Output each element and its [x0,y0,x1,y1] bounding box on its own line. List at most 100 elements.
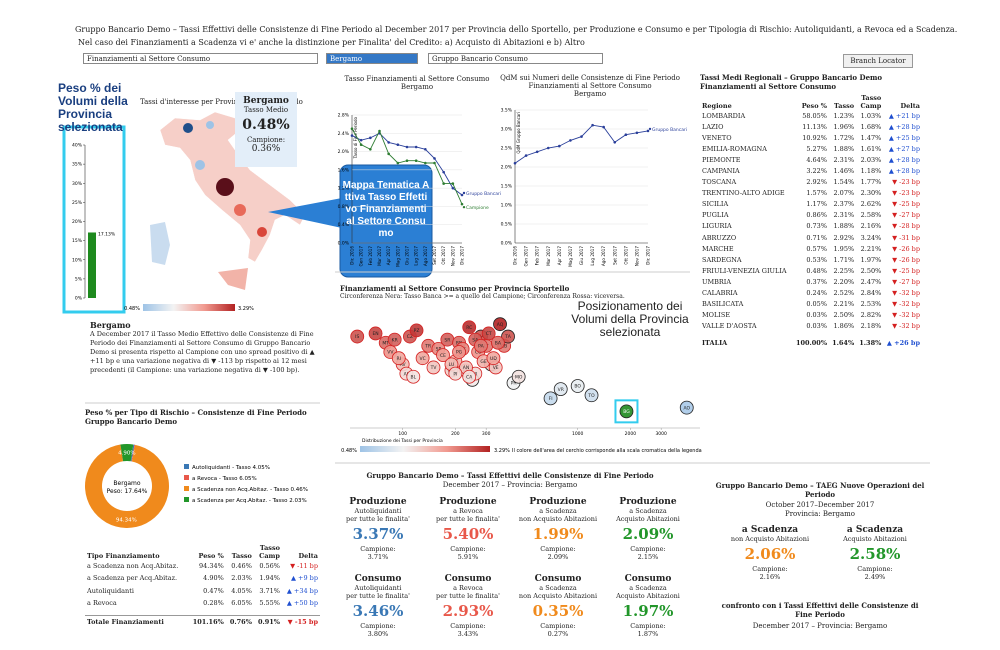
x-tick-label: Nov 2017 [634,246,639,266]
kpi-title: Gruppo Bancario Demo – Tassi Effettivi d… [366,471,654,480]
point [451,186,455,190]
taeg-title: Gruppo Bancario Demo – TAEG Nuove Operaz… [715,481,925,499]
chart-title: Tasso Finanziamenti al Settore Consumo [344,75,490,83]
kpi-line: Autoliquidanti [354,507,402,515]
point [613,141,617,144]
bubble [462,320,477,335]
table-cell: a Scadenza per Acq.Abitaz. [87,574,178,583]
map-region [183,123,193,133]
slice [130,444,135,462]
bubble-label: VE [493,365,499,371]
y-tick-label: 5% [75,276,83,282]
bubble-label: AL [404,371,410,377]
table-cell: 11.13% [802,122,827,131]
table-cell: ▼ -11 bp [290,561,318,570]
table-cell: 1.23% [833,111,855,120]
kpi-line: per tutte le finalita' [346,592,410,600]
bubble [493,317,507,332]
kpi-card: Produzione a Scadenza non Acquisto Abitazi… [512,497,604,561]
table-cell: ▲ +50 bp [286,599,318,608]
table-cell: 1.17% [806,200,827,209]
table-cell: 1.54% [833,178,855,187]
info-value: 0.48% [242,117,290,133]
point [396,143,400,147]
map-region [206,121,214,129]
map-shape [218,268,248,290]
select[interactable]: Gruppo Bancario Consumo [428,53,603,64]
bubble-label: UD [490,356,497,362]
bubble-label: CZ [407,334,413,340]
table-cell: 2.92% [806,178,827,187]
bubble-label: PA [478,344,484,350]
bubble [553,382,568,396]
map-region [195,160,205,170]
y-tick-label: 0.5% [501,222,513,228]
y-tick-label: 35% [72,162,83,168]
map-region [257,227,267,237]
point [460,193,464,197]
table-cell: 0.73% [806,222,827,231]
bubble-label: BA [495,340,502,346]
table-cell: 0.05% [806,300,827,309]
taeg-period: October 2017–December 2017 [765,501,875,509]
kpi-line: per tutte le finalita' [346,515,410,523]
table-cell: 0.86% [806,211,827,220]
point [635,131,639,135]
table: Tipo Finanziamento Peso % Tasso Tasso Camp D… [85,543,320,628]
point [442,182,445,185]
table-cell: 1.96% [833,122,855,131]
table-row: Autoliquidanti 0.47% 4.05% 3.71% ▲ +34 bp [85,585,320,598]
table-row: TRENTINO-ALTO ADIGE 1.57% 2.07% 2.30% ▼ -23 … [700,188,922,199]
table-cell: 2.62% [860,200,882,209]
table-cell: 10.92% [802,133,827,142]
legend-note: Il colore dell'area del cerchio corrispo… [512,448,702,454]
table-cell: 2.31% [833,211,855,220]
table-cell: 2.18% [860,322,882,331]
table-row: FRIULI-VENEZIA GIULIA 0.48% 2.25% 2.50% ▼ -2… [700,265,922,276]
table-subtitle: Finanziamenti al Settore Consumo [700,82,837,91]
x-tick-label: Ott 2017 [623,246,628,265]
point [433,157,436,160]
table-cell: 2.58% [860,211,882,220]
table-cell: ▼ -26 bp [892,255,920,264]
description-text: A December 2017 il Tasso Medio Effettivo… [90,330,315,374]
select[interactable]: Finanziamenti al Settore Consumo [83,53,318,64]
table-cell: ▼ -32 bp [892,289,920,298]
point [646,129,650,133]
bubble-label: CO [475,350,482,356]
table-row: MOLISE 0.03% 2.50% 2.82% ▼ -32 bp [700,310,922,321]
color-legend [143,304,235,311]
kpi-camp-value: 3.43% [457,630,479,638]
y-tick-label: 25% [72,200,83,206]
kpi-line: a Scadenza [539,507,577,515]
point [591,123,594,127]
table-cell: SICILIA [702,200,729,209]
table-cell: ABRUZZO [702,233,737,242]
legend-label: 3.29% [238,306,254,312]
x-tick-label: Feb 2017 [535,246,540,266]
button[interactable]: Branch Locator [843,54,913,68]
table-row: a Revoca 0.28% 6.05% 5.55% ▲ +50 bp [85,597,320,610]
x-tick-label: Apr 2017 [557,246,562,266]
kpi-heading: Consumo [534,574,582,584]
chart-subtitle: Gruppo Bancario Demo [85,417,178,426]
select[interactable]: Bergamo [326,53,418,64]
kpi-camp-value: 2.09% [547,553,569,561]
table-cell: Totale Finanziamenti [87,618,164,627]
x-tick-label: Lug 2017 [414,246,419,266]
table-cell: ▼ -32 bp [892,322,920,331]
chart-subtitle: Circonferenza Nera: Tasso Banca >= a que… [340,293,625,300]
kpi-camp-value: 0.27% [547,630,569,638]
kpi-line: a Revoca [453,507,483,515]
kpi-heading: Produzione [349,497,407,507]
bubble-label: GE [480,359,486,365]
bubble [426,360,441,375]
table-cell: 1.94% [259,574,280,583]
bubble-label: MO [515,374,523,380]
table-cell: Tasso [231,551,252,560]
point [513,161,517,165]
slice [120,444,134,462]
bubble [406,369,421,384]
table-box: Tipo Finanziamento Peso % Tasso Tasso Camp D… [85,543,320,628]
